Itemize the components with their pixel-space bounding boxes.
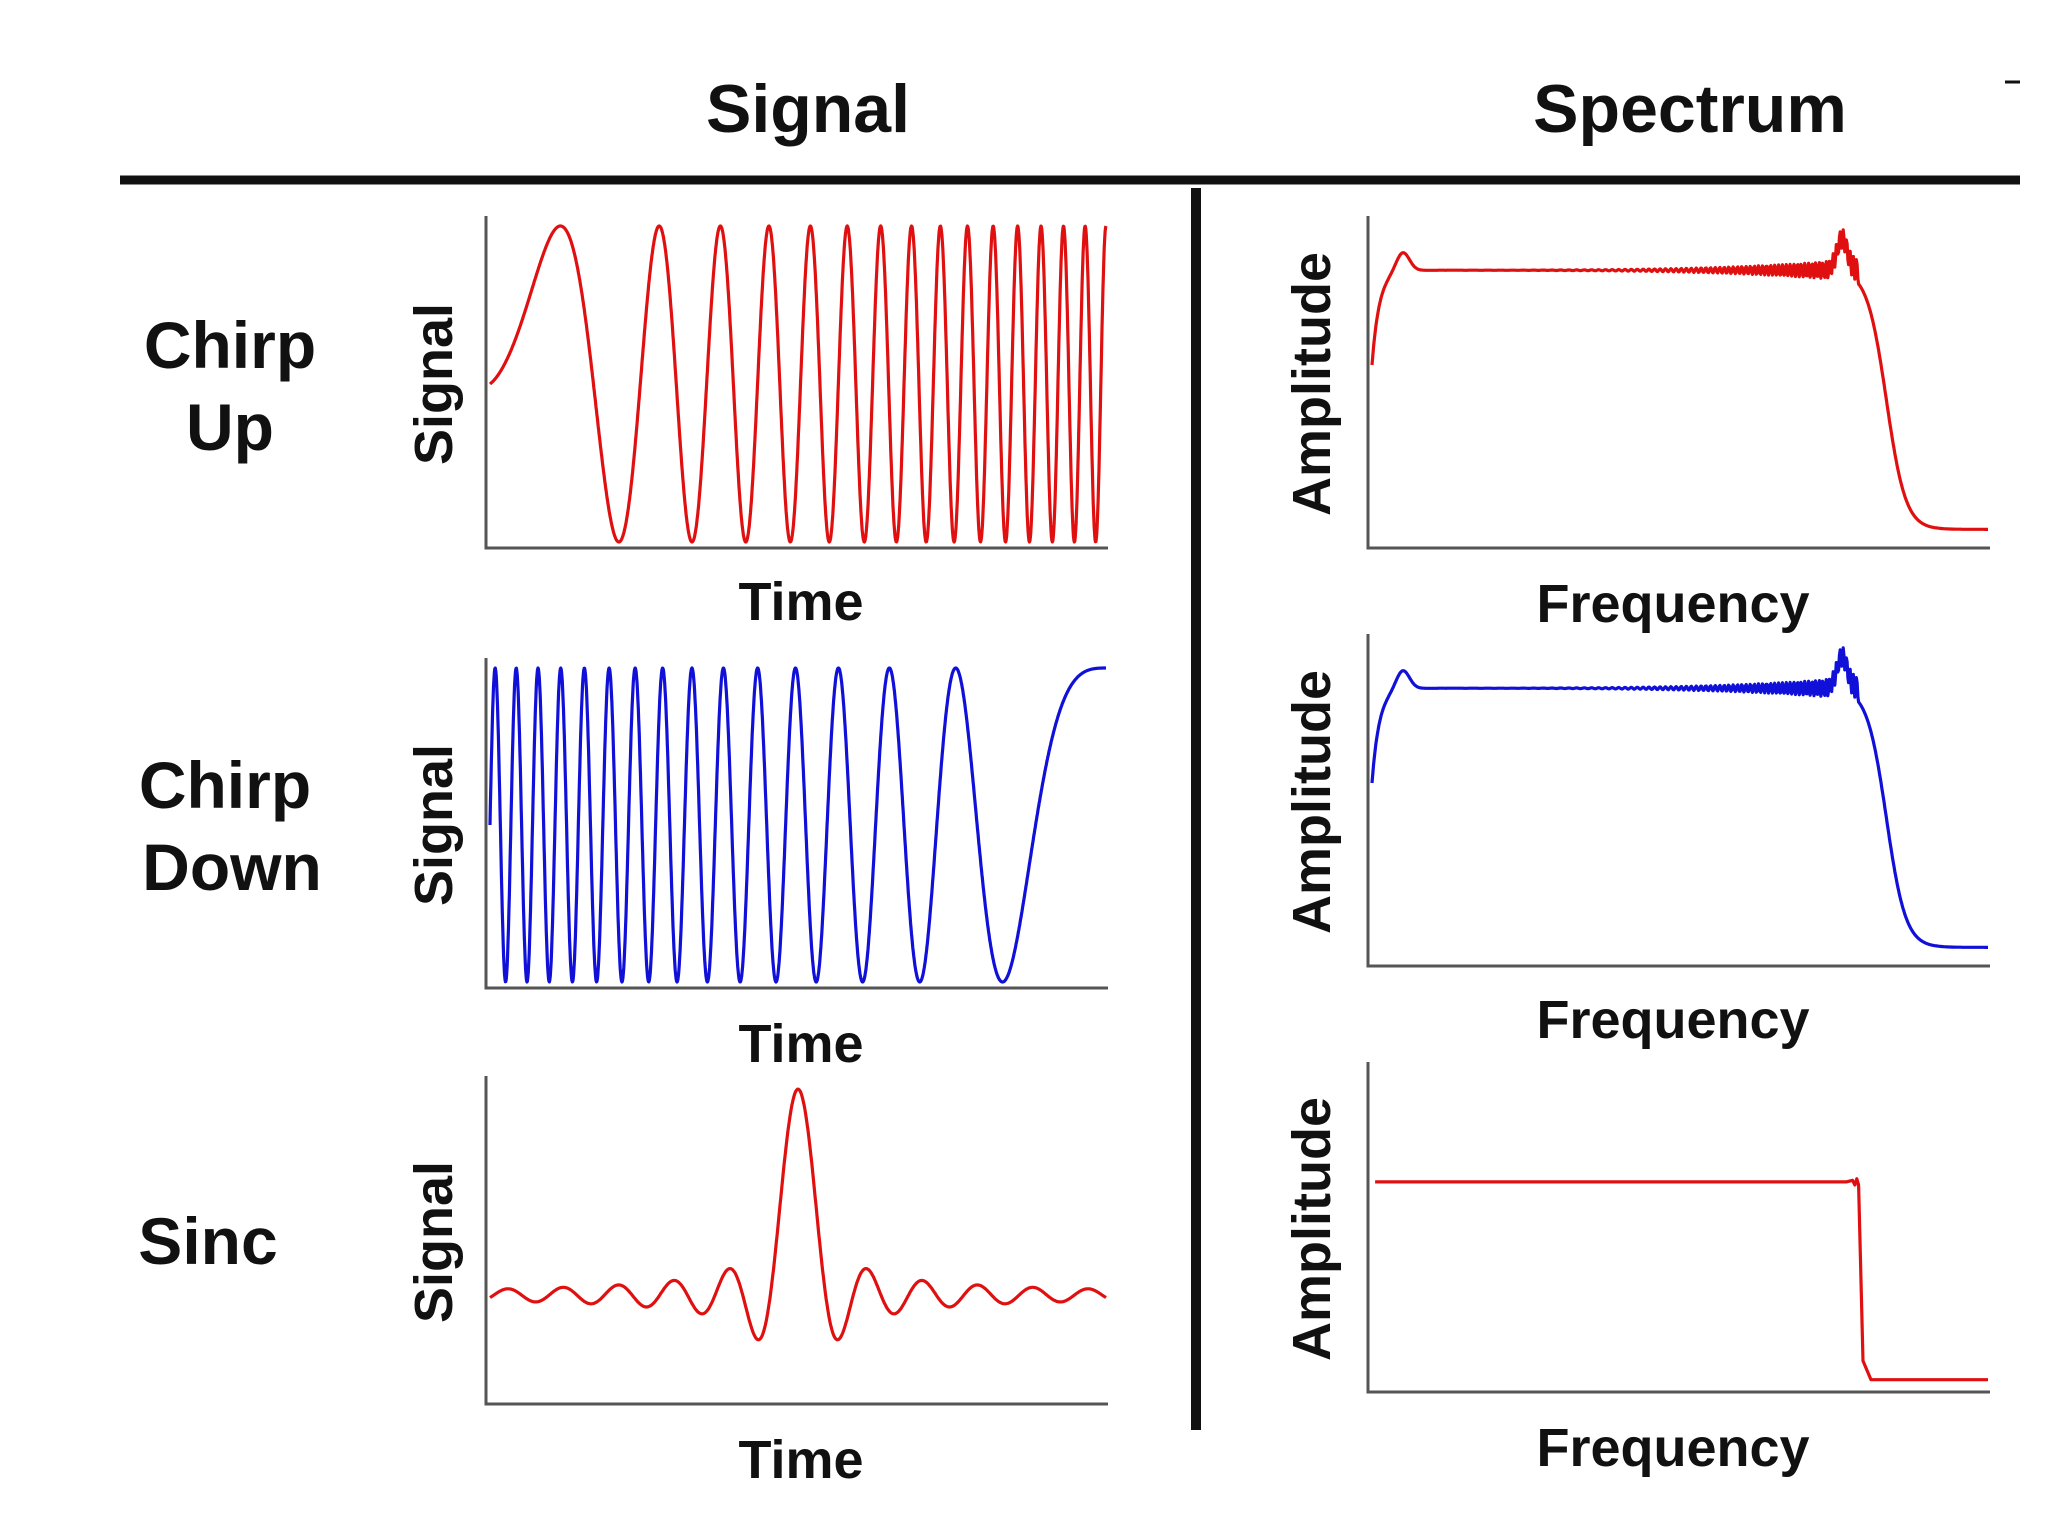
chirp-down-spectrum-line [1370, 646, 1989, 949]
chirp-up-spectrum-axes [1366, 216, 1990, 550]
sinc-spectrum-ylabel: Amplitude [1282, 1097, 1342, 1361]
sinc-spectrum-xlabel: Frequency [1536, 1418, 1809, 1478]
chirp-down-signal-axes [484, 658, 1108, 990]
signal-column-header: Signal [706, 71, 910, 147]
sinc-spectrum-line [1375, 1177, 1988, 1382]
sinc-signal-ylabel: Signal [404, 1161, 464, 1323]
chirp-up-signal-panel: Time Signal [404, 216, 1108, 632]
chirp-up-spectrum-ylabel: Amplitude [1282, 252, 1342, 516]
sinc-spectrum-axes [1366, 1062, 1990, 1394]
chirp-down-signal-line [488, 666, 1108, 984]
chirp-down-signal-xlabel: Time [738, 1014, 863, 1074]
row-label-chirp-down-2: Down [142, 830, 322, 904]
chirp-up-spectrum-panel: Frequency Amplitude [1282, 216, 1990, 634]
chirp-down-spectrum-panel: Frequency Amplitude [1282, 634, 1990, 1050]
chirp-down-spectrum-xlabel: Frequency [1536, 990, 1809, 1050]
chirp-down-signal-ylabel: Signal [404, 744, 464, 906]
chirp-up-signal-xlabel: Time [738, 572, 863, 632]
chirp-down-spectrum-axes [1366, 634, 1990, 968]
row-label-chirp-up-1: Chirp [144, 308, 316, 382]
chirp-up-signal-line [488, 224, 1108, 544]
chirp-up-signal-ylabel: Signal [404, 303, 464, 465]
row-label-sinc: Sinc [138, 1204, 277, 1278]
sinc-signal-panel: Time Signal [404, 1076, 1108, 1490]
sinc-signal-line [489, 1087, 1107, 1342]
sinc-signal-axes [484, 1076, 1108, 1406]
chirp-down-spectrum-ylabel: Amplitude [1282, 670, 1342, 934]
chirp-up-spectrum-xlabel: Frequency [1536, 574, 1809, 634]
row-label-chirp-down-1: Chirp [139, 748, 311, 822]
spectrum-column-header: Spectrum [1533, 71, 1847, 147]
row-label-chirp-up-2: Up [186, 390, 274, 464]
chirp-down-signal-panel: Time Signal [404, 658, 1108, 1074]
chirp-up-signal-axes [484, 216, 1108, 550]
sinc-spectrum-panel: Frequency Amplitude [1282, 1062, 1990, 1478]
chirp-up-spectrum-line [1370, 228, 1989, 531]
sinc-signal-xlabel: Time [738, 1430, 863, 1490]
